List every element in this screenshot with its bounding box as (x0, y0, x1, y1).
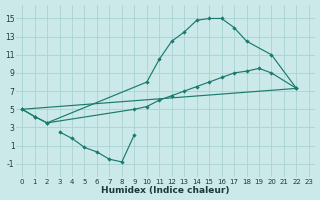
X-axis label: Humidex (Indice chaleur): Humidex (Indice chaleur) (101, 186, 230, 195)
